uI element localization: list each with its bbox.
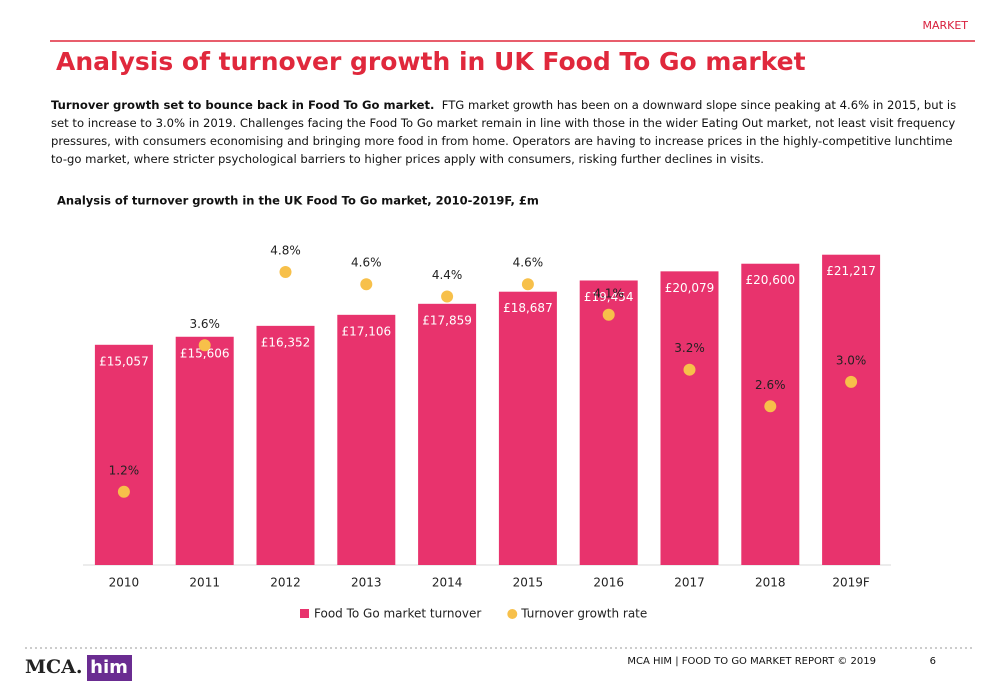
bar [741,263,800,565]
chart-title: Analysis of turnover growth in the UK Fo… [57,194,539,208]
x-tick-label: 2012 [270,576,301,590]
bar-label: £16,352 [261,335,311,349]
dot-label: 1.2% [109,463,140,477]
dot-label: 2.6% [755,378,786,392]
legend-swatch [507,609,518,619]
logo-box [87,655,132,681]
x-tick-label: 2018 [755,576,786,590]
growth-dot [602,308,615,321]
intro-text: Turnover growth set to bounce back in Fo… [51,96,971,168]
bar-label: £21,217 [826,264,876,278]
growth-dot [521,278,534,291]
section-label: MARKET [922,19,968,32]
growth-dot [683,363,696,376]
page-title: Analysis of turnover growth in UK Food T… [56,47,806,76]
dot-label: 4.1% [593,286,624,300]
dot-label: 3.0% [836,353,867,367]
bar [822,254,881,566]
x-tick-label: 2013 [351,576,382,590]
legend-label: Turnover growth rate [520,607,647,621]
growth-dot [360,278,373,291]
x-tick-label: 2016 [593,576,624,590]
logo-left: MCA. [25,656,83,678]
bar [94,344,153,565]
growth-dot [279,266,292,279]
page-number: 6 [930,656,936,667]
dot-label: 4.8% [270,244,301,258]
bar-label: £15,057 [99,354,149,368]
bar-label: £17,106 [341,324,391,338]
bar-label: £15,606 [180,346,230,360]
x-tick-label: 2011 [189,576,220,590]
logo-right: him [90,657,128,678]
x-tick-label: 2015 [513,576,544,590]
bar [498,291,557,565]
growth-dot [764,400,777,413]
bar [337,314,396,565]
intro-body: FTG market growth has been on a downward… [51,98,957,166]
legend-swatch [300,609,309,618]
growth-dot [198,339,211,352]
bar [660,271,719,565]
bar-label: £20,079 [665,281,715,295]
dot-label: 3.6% [189,317,220,331]
dot-label: 4.4% [432,268,463,282]
dot-label: 4.6% [513,256,544,270]
bar-label: £17,859 [422,313,472,327]
x-tick-label: 2019F [832,576,870,590]
dot-label: 4.6% [351,256,382,270]
legend-label: Food To Go market turnover [314,607,481,621]
growth-dot [845,375,858,388]
x-tick-label: 2010 [109,576,140,590]
bar [579,280,638,565]
bar [418,303,477,565]
bar-label: £20,600 [745,273,795,287]
x-tick-label: 2017 [674,576,705,590]
bar [175,336,234,565]
growth-dot [117,485,130,498]
dot-label: 3.2% [674,341,705,355]
bar [256,325,315,565]
x-tick-label: 2014 [432,576,463,590]
footer-text: MCA HIM | FOOD TO GO MARKET REPORT © 201… [627,656,876,667]
bar-label: £18,687 [503,301,553,315]
growth-dot [441,290,454,303]
bar-label: £19,454 [584,290,634,304]
intro-lead: Turnover growth set to bounce back in Fo… [51,98,435,112]
